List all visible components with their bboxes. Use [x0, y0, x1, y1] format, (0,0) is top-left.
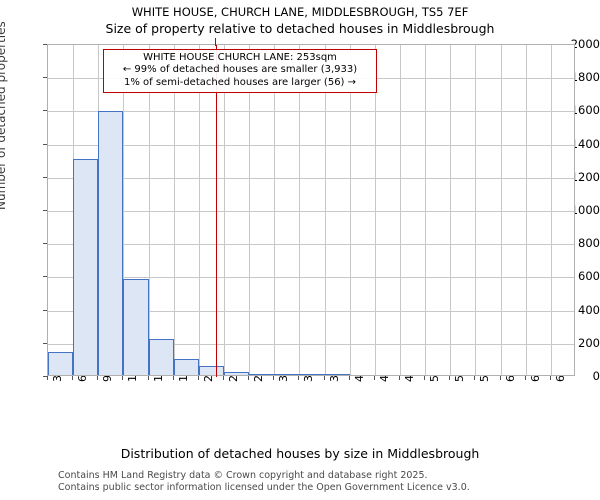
y-axis-tick-label: 0 — [592, 369, 600, 383]
gridline-horizontal — [48, 277, 574, 279]
gridline-horizontal — [48, 244, 574, 246]
gridline-vertical — [174, 45, 175, 375]
y-axis-tick-label: 600 — [578, 269, 600, 284]
y-axis-title: Number of detached properties — [0, 21, 8, 210]
annotation-box: WHITE HOUSE CHURCH LANE: 253sqm ← 99% of… — [103, 49, 377, 93]
gridline-vertical — [425, 45, 426, 375]
gridline-vertical — [375, 45, 376, 375]
gridline-vertical — [400, 45, 401, 375]
gridline-vertical — [475, 45, 476, 375]
histogram-bar — [249, 373, 275, 375]
x-axis-tick-mark — [223, 376, 224, 380]
histogram-bars — [48, 45, 574, 375]
gridline-vertical — [274, 45, 275, 375]
histogram-bar — [73, 159, 99, 375]
histogram-bar — [148, 339, 174, 375]
gridline-vertical — [526, 45, 527, 375]
gridline-vertical — [501, 45, 502, 375]
gridline-horizontal — [48, 211, 574, 212]
x-axis-tick-mark — [399, 376, 400, 380]
x-axis-tick-mark — [549, 376, 551, 380]
x-axis-tick-mark — [499, 376, 501, 380]
histogram-bar — [48, 351, 74, 375]
gridline-horizontal — [48, 310, 574, 312]
y-axis-tick-mark — [43, 110, 47, 112]
gridline-vertical — [123, 45, 124, 375]
x-axis-tick-mark — [273, 376, 275, 380]
y-axis-tick-mark — [43, 342, 47, 344]
y-axis-tick-mark — [43, 176, 47, 178]
histogram-bar — [324, 373, 350, 375]
x-axis-tick-mark — [373, 376, 375, 380]
x-axis-tick-mark — [524, 376, 526, 380]
y-axis-tick-mark — [43, 309, 47, 311]
x-axis-tick-mark — [147, 376, 149, 380]
annotation-line-3: 1% of semi-detached houses are larger (5… — [123, 76, 357, 88]
gridline-horizontal — [48, 111, 574, 113]
gridline-horizontal — [48, 144, 574, 146]
x-axis-tick-mark — [298, 376, 300, 380]
chart-title-block: WHITE HOUSE, CHURCH LANE, MIDDLESBROUGH,… — [0, 4, 600, 37]
chart-subtitle: Size of property relative to detached ho… — [105, 21, 495, 36]
marker-overlay — [48, 45, 574, 377]
y-axis-tick-label: 1400 — [570, 136, 600, 151]
y-axis-tick-mark — [43, 44, 47, 45]
property-marker-line — [215, 45, 218, 377]
histogram-bar — [98, 111, 124, 375]
footer-line-1: Contains HM Land Registry data © Crown c… — [58, 470, 428, 481]
gridline-vertical — [199, 45, 200, 375]
footer-line-2: Contains public sector information licen… — [58, 481, 470, 493]
property-marker-line-stub — [214, 38, 217, 46]
footer-attribution: Contains HM Land Registry data © Crown c… — [58, 470, 470, 493]
x-axis-tick-mark — [97, 376, 99, 380]
y-axis-tick-mark — [43, 243, 47, 245]
x-axis-tick-mark — [122, 376, 124, 380]
y-axis-tick-mark — [43, 77, 47, 79]
gridline-vertical — [350, 45, 351, 375]
x-axis-tick-mark — [72, 376, 74, 380]
chart-title: WHITE HOUSE, CHURCH LANE, MIDDLESBROUGH,… — [131, 5, 469, 19]
gridline-horizontal — [48, 177, 574, 179]
histogram-bar — [274, 373, 300, 375]
y-axis-tick-mark — [43, 210, 47, 211]
gridline-vertical — [224, 45, 225, 375]
y-axis-tick-mark — [43, 276, 47, 278]
histogram-bar — [123, 278, 149, 375]
histogram-bar — [299, 373, 325, 375]
y-axis-tick-label: 1800 — [570, 70, 600, 85]
histogram-bar — [224, 371, 250, 375]
y-axis-tick-label: 1000 — [570, 203, 600, 217]
y-axis-tick-mark — [43, 376, 47, 377]
gridline-vertical — [325, 45, 326, 375]
x-axis-tick-mark — [449, 376, 451, 380]
gridline-vertical — [551, 45, 552, 375]
x-axis-tick-mark — [47, 376, 48, 380]
x-axis-tick-mark — [197, 376, 199, 380]
y-axis-tick-label: 1600 — [570, 103, 600, 118]
histogram-bar — [173, 359, 199, 375]
gridline-vertical — [149, 45, 150, 375]
x-axis-tick-mark — [348, 376, 350, 380]
x-axis-tick-mark — [248, 376, 250, 380]
annotation-line-2: ← 99% of detached houses are smaller (3,… — [122, 64, 358, 76]
y-axis-tick-label: 800 — [578, 236, 600, 251]
gridline-horizontal — [48, 343, 574, 345]
y-axis-tick-label: 2000 — [570, 37, 600, 51]
x-axis-tick-mark — [172, 376, 174, 380]
x-axis-tick-mark — [323, 376, 325, 380]
x-axis-title: Distribution of detached houses by size … — [120, 446, 480, 461]
gridline-vertical — [299, 45, 300, 375]
plot-area — [47, 44, 575, 377]
x-axis-tick-mark — [474, 376, 476, 380]
annotation-line-1: WHITE HOUSE CHURCH LANE: 253sqm — [143, 52, 337, 63]
y-axis-tick-label: 400 — [578, 302, 600, 317]
x-axis-tick-mark — [424, 376, 426, 380]
gridline-vertical — [450, 45, 451, 375]
gridline-vertical — [249, 45, 250, 375]
y-axis-tick-label: 1200 — [570, 169, 600, 184]
histogram-bar — [198, 365, 224, 375]
y-axis-tick-mark — [43, 143, 47, 145]
y-axis-tick-label: 200 — [578, 335, 600, 350]
